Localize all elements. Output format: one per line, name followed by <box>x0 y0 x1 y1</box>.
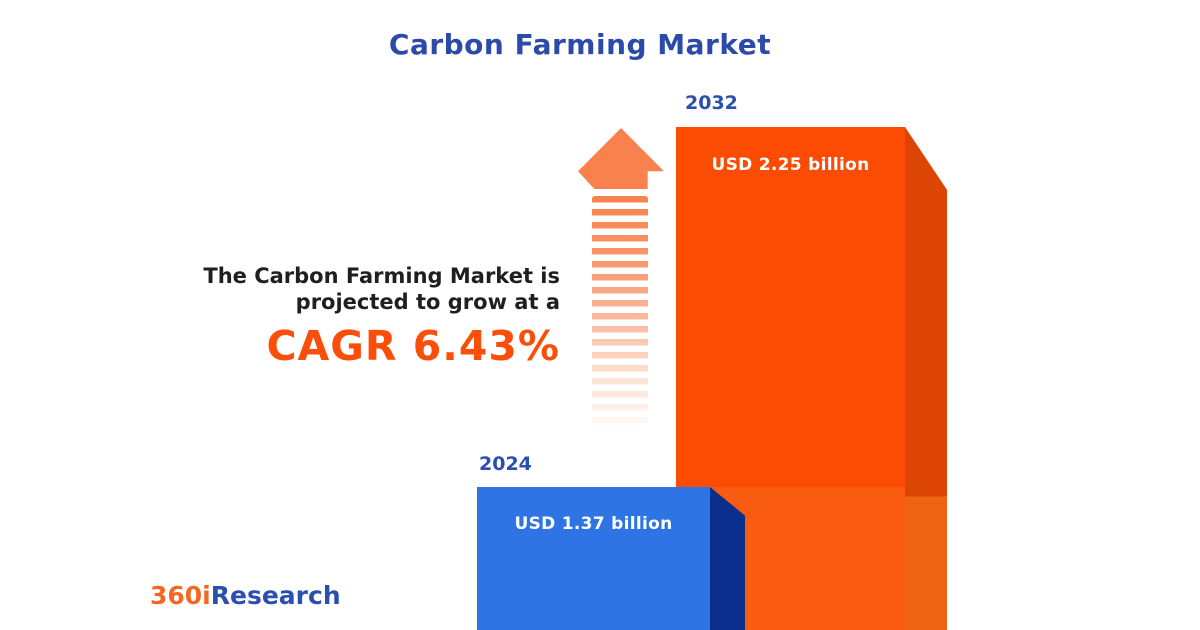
bar-2032-year-label: 2032 <box>685 92 738 114</box>
bar-2032-value-label: USD 2.25 billion <box>711 155 870 175</box>
page-title: Carbon Farming Market <box>388 28 772 61</box>
brand-logo-prefix: 360i <box>150 581 211 610</box>
growth-annotation: The Carbon Farming Market is projected t… <box>140 263 560 370</box>
brand-logo: 360iResearch <box>150 581 341 610</box>
bar-2024-year-label: 2024 <box>479 453 532 475</box>
cagr-value: CAGR 6.43% <box>266 322 560 370</box>
annotation-line-2: projected to grow at a <box>295 290 560 314</box>
bar-2032-side-3d <box>905 127 947 630</box>
annotation-line-1: The Carbon Farming Market is <box>203 264 560 288</box>
brand-logo-suffix: Research <box>210 581 341 610</box>
growth-arrow-fade-overlay <box>590 194 650 446</box>
bar-2024-face <box>477 487 710 630</box>
bar-2024-value-label: USD 1.37 billion <box>514 514 673 534</box>
growth-arrow-icon <box>578 128 664 189</box>
